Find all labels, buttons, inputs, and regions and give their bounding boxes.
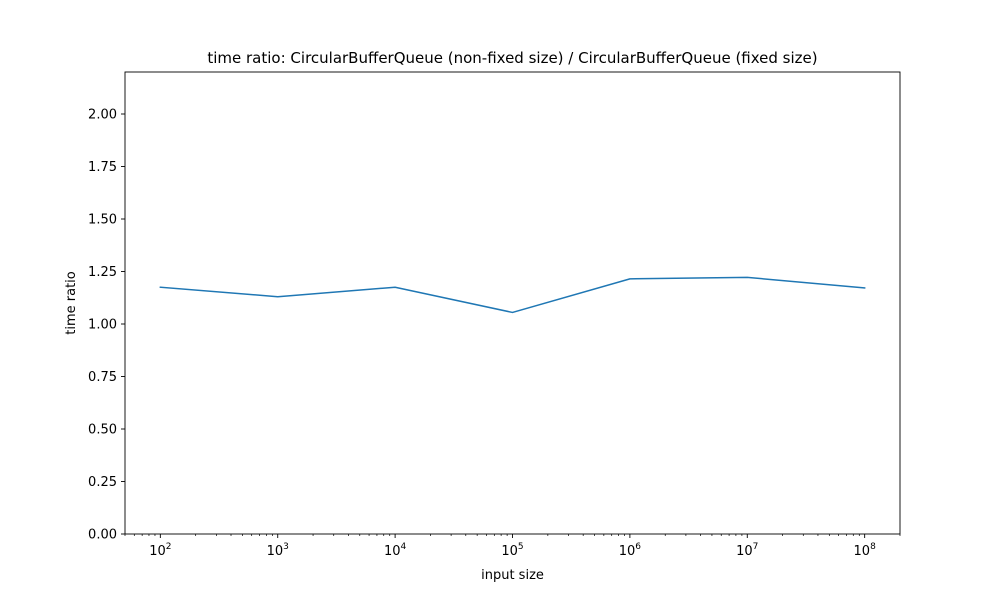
x-tick-label-base: 10 [267, 544, 284, 559]
y-tick-label: 1.25 [88, 265, 117, 280]
x-tick-label: 107 [736, 542, 758, 559]
y-tick-label: 1.75 [88, 160, 117, 175]
axes-frame [124, 71, 901, 535]
x-tick-label-base: 10 [854, 544, 871, 559]
x-tick-label-base: 10 [149, 544, 166, 559]
x-tick-label-exponent: 3 [283, 542, 289, 552]
y-tick-label: 1.00 [88, 318, 117, 333]
x-tick-label-base: 10 [384, 544, 401, 559]
x-tick-label: 103 [267, 542, 289, 559]
y-tick-label: 0.50 [88, 423, 117, 438]
x-tick-label-exponent: 5 [518, 542, 524, 552]
x-tick-label-exponent: 7 [753, 542, 759, 552]
y-tick-label: 1.50 [88, 213, 117, 228]
x-tick-label-exponent: 6 [635, 542, 641, 552]
x-tick-label-base: 10 [501, 544, 518, 559]
x-tick-label: 102 [149, 542, 171, 559]
x-tick-label: 105 [501, 542, 523, 559]
y-tick-label: 0.00 [88, 528, 117, 543]
x-axis-label: input size [481, 568, 544, 583]
x-tick-label-exponent: 8 [870, 542, 876, 552]
y-tick-label: 0.75 [88, 370, 117, 385]
series-line [159, 276, 866, 314]
x-tick-label-exponent: 2 [166, 542, 172, 552]
x-tick-label-base: 10 [736, 544, 753, 559]
y-tick-label: 2.00 [88, 108, 117, 123]
x-tick-label-exponent: 4 [401, 542, 407, 552]
y-tick-label: 0.25 [88, 475, 117, 490]
plot-area: 102 103 104 105 106 107 1080.000.250.500.751.0… [88, 71, 901, 559]
chart-title: time ratio: CircularBufferQueue (non-fix… [207, 49, 817, 67]
x-tick-label: 106 [619, 542, 642, 559]
x-tick-label-base: 10 [619, 544, 636, 559]
y-axis-label: time ratio [64, 271, 79, 335]
x-tick-label: 108 [854, 542, 877, 559]
x-tick-label: 104 [384, 542, 407, 559]
